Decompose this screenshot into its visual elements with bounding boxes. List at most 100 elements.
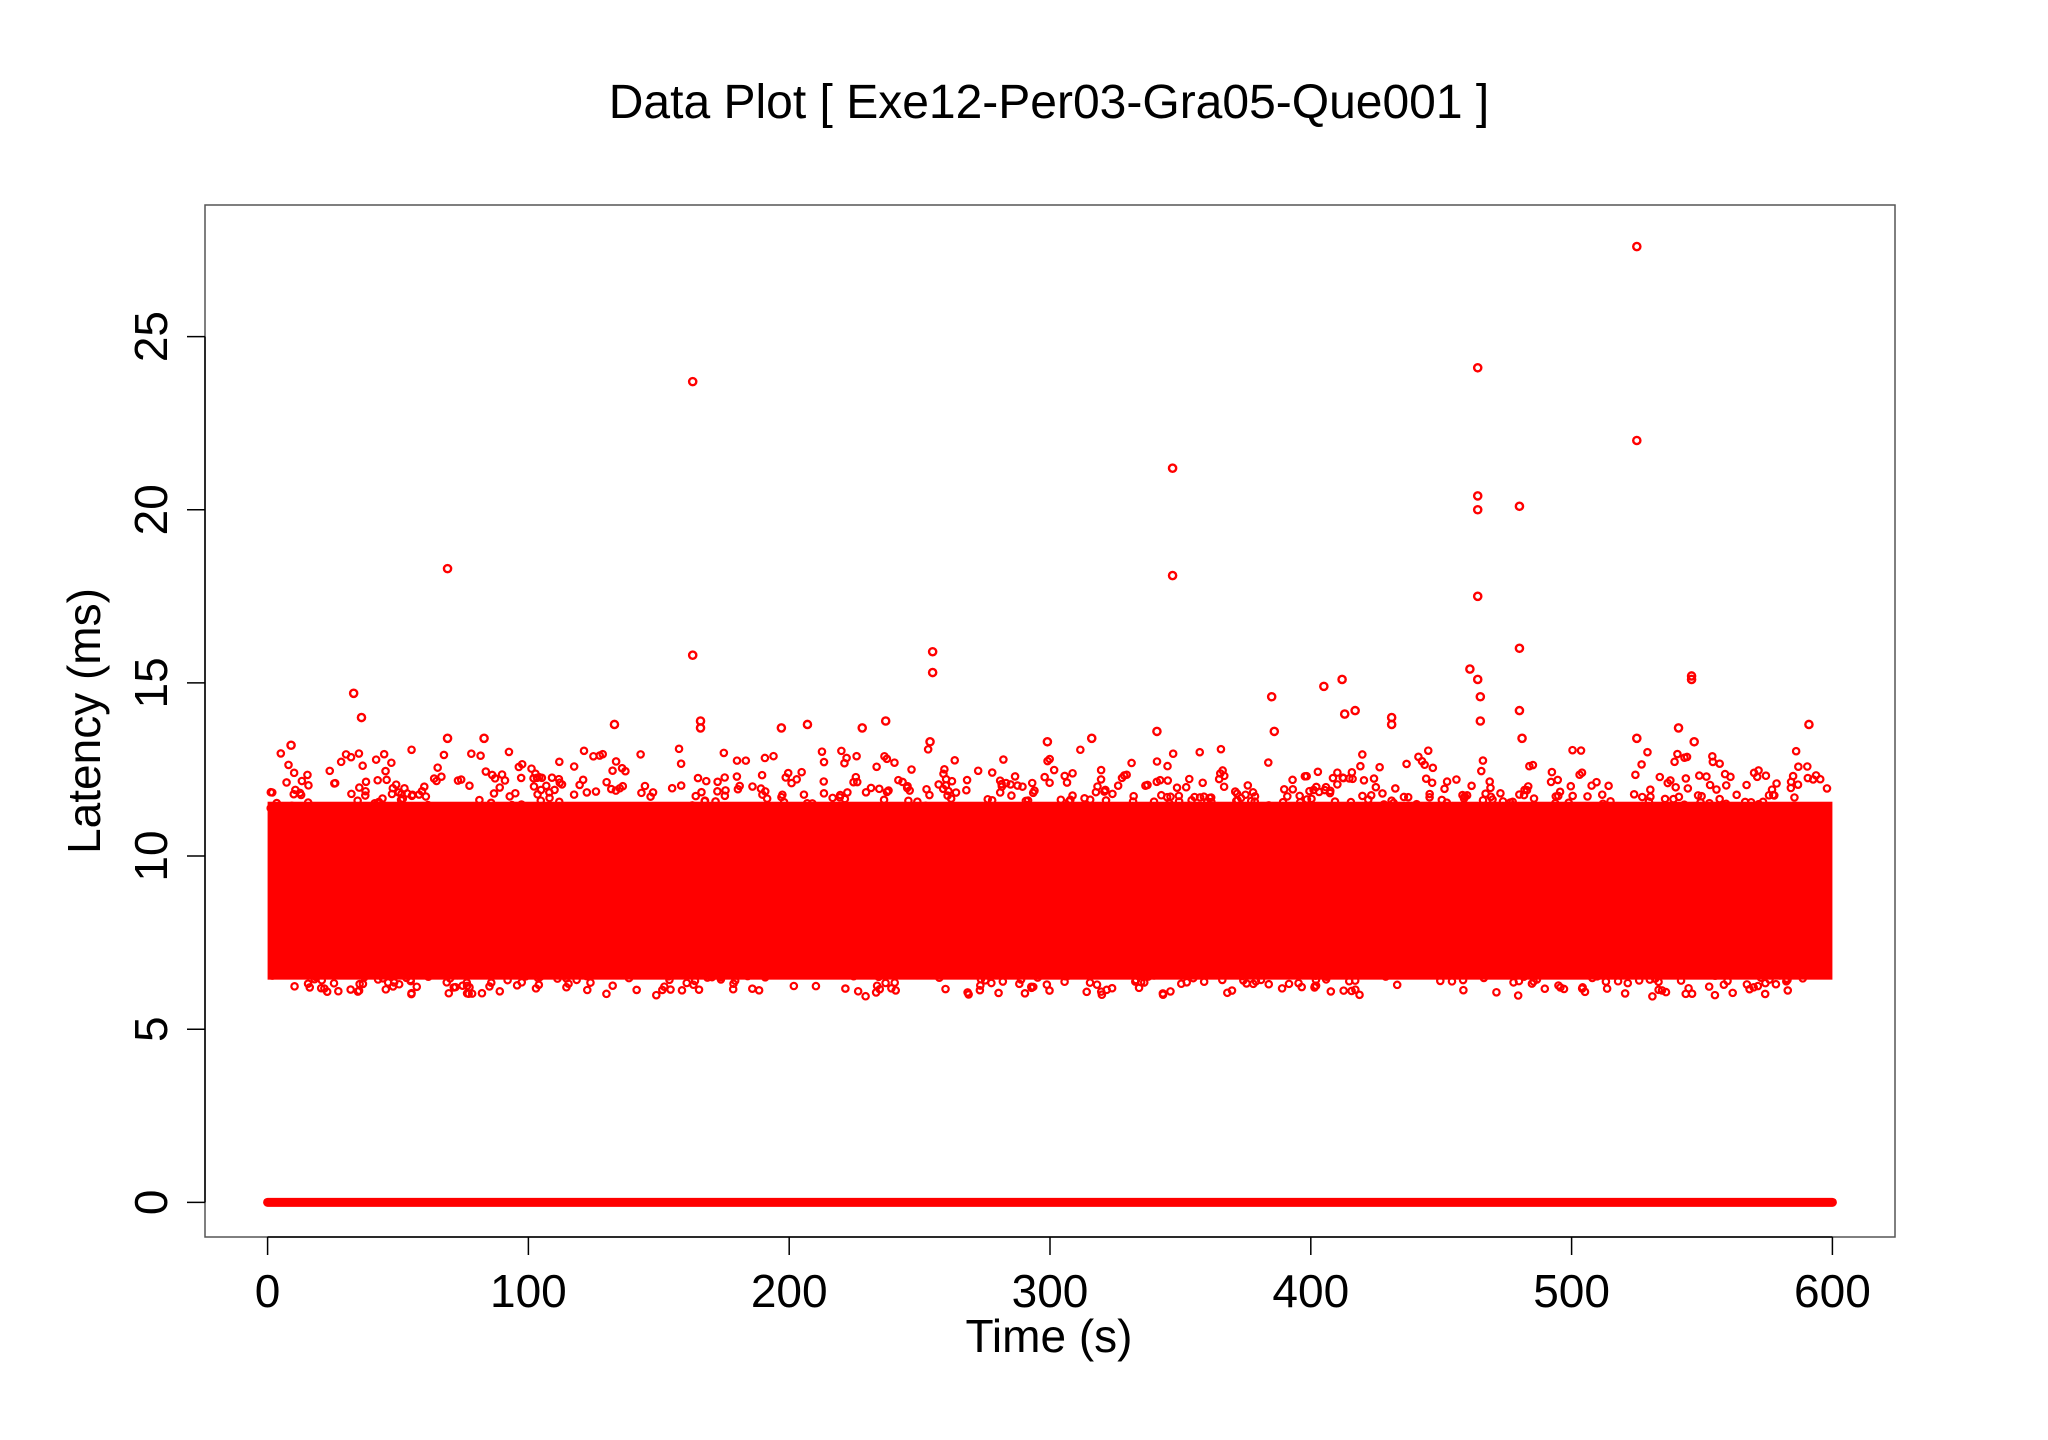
band-edge-point [586, 978, 595, 987]
y-axis: 0 5 10 15 20 25 [125, 311, 206, 1215]
band-edge-point [1484, 804, 1494, 813]
band-edge-point [1225, 810, 1235, 820]
band-edge-point [758, 803, 768, 813]
band-edge-point [1780, 816, 1789, 826]
outlier-point [687, 650, 698, 661]
band-edge-point [1002, 812, 1012, 821]
band-upper-point [1423, 746, 1433, 755]
band-edge-point [1284, 979, 1294, 989]
band-edge-point [486, 798, 496, 808]
band-edge-point [1207, 797, 1216, 807]
band-edge-point [1487, 952, 1496, 962]
band-edge-point [1158, 989, 1168, 998]
outlier-point [1152, 726, 1162, 737]
band-upper-point [748, 782, 757, 791]
band-edge-point [1016, 975, 1026, 984]
band-upper-point [1428, 763, 1438, 773]
band-upper-point [611, 757, 621, 766]
band-upper-point [1421, 774, 1431, 783]
band-edge-point [1371, 782, 1381, 792]
band-edge-point [1311, 971, 1320, 980]
band-upper-point [1195, 747, 1205, 757]
band-upper-point [674, 744, 684, 754]
band-edge-point [412, 982, 422, 992]
band-edge-point [1551, 792, 1561, 801]
band-upper-point [429, 774, 439, 783]
band-upper-point [1715, 759, 1724, 768]
band-edge-point [373, 975, 383, 984]
band-edge-point [582, 971, 591, 981]
band-upper-point [1288, 775, 1297, 785]
outlier-point [1632, 733, 1642, 744]
band-edge-point [1515, 790, 1524, 799]
band-edge-point [1602, 984, 1612, 993]
band-edge-point [1093, 782, 1102, 791]
outlier-point [687, 376, 698, 387]
band-upper-point [1215, 769, 1225, 778]
band-upper-point [676, 759, 686, 769]
band-edge-point [1096, 987, 1106, 996]
band-edge-point [477, 988, 487, 998]
band-edge-point [1355, 990, 1364, 1000]
band-edge-point [545, 788, 554, 797]
band-edge-point [1172, 814, 1181, 824]
band-edge-point [421, 792, 431, 801]
band-edge-point [1182, 977, 1192, 987]
band-edge-point [1305, 786, 1314, 796]
band-edge-point [517, 800, 526, 809]
band-edge-point [1485, 777, 1495, 786]
band-edge-point [891, 986, 901, 995]
band-edge-point [892, 955, 902, 964]
band-upper-point [851, 772, 861, 782]
band-edge-point [1501, 965, 1510, 975]
band-edge-point [1412, 799, 1421, 809]
band-edge-point [700, 796, 710, 805]
band-edge-point [266, 803, 276, 813]
band-edge-point [503, 975, 512, 985]
band-edge-point [1391, 957, 1401, 967]
band-edge-point [1608, 805, 1617, 814]
band-edge-point [533, 790, 542, 799]
band-edge-point [489, 789, 499, 798]
band-edge-point [388, 982, 398, 991]
band-edge-point [367, 812, 377, 821]
band-edge-point [627, 967, 636, 977]
band-edge-point [951, 788, 961, 797]
band-edge-point [1597, 790, 1607, 799]
band-edge-point [994, 988, 1003, 998]
band-edge-point [1767, 785, 1777, 794]
band-edge-point [1248, 966, 1258, 976]
y-tick-label: 20 [125, 484, 177, 535]
band-edge-point [1746, 968, 1755, 977]
band-upper-point [1122, 770, 1131, 780]
band-edge-point [1056, 795, 1066, 805]
band-edge-point [440, 962, 449, 971]
band-edge-point [987, 768, 997, 777]
band-edge-point [651, 990, 661, 1000]
band-upper-point [741, 756, 751, 765]
band-edge-point [353, 796, 362, 805]
band-edge-point [1435, 976, 1445, 986]
band-edge-point [1206, 966, 1216, 975]
band-upper-point [1663, 778, 1673, 788]
band-edge-point [1156, 815, 1165, 824]
band-edge-point [297, 776, 307, 786]
x-tick-label: 0 [255, 1265, 281, 1317]
band-edge-point [590, 967, 600, 977]
band-upper-point [325, 766, 335, 776]
band-edge-point [1320, 785, 1330, 795]
band-edge-point [268, 971, 277, 980]
band-edge-point [1174, 797, 1184, 806]
band-upper-point [792, 775, 802, 784]
band-edge-point [1427, 778, 1437, 788]
band-edge-point [1101, 796, 1111, 805]
band-edge-point [1468, 965, 1477, 974]
band-edge-point [861, 788, 871, 797]
band-edge-point [1155, 775, 1165, 785]
band-edge-point [808, 799, 817, 808]
band-edge-point [1424, 811, 1434, 821]
band-edge-point [1027, 965, 1036, 975]
band-edge-point [1760, 966, 1769, 976]
outlier-point [442, 733, 453, 744]
band-edge-point [1088, 965, 1097, 975]
